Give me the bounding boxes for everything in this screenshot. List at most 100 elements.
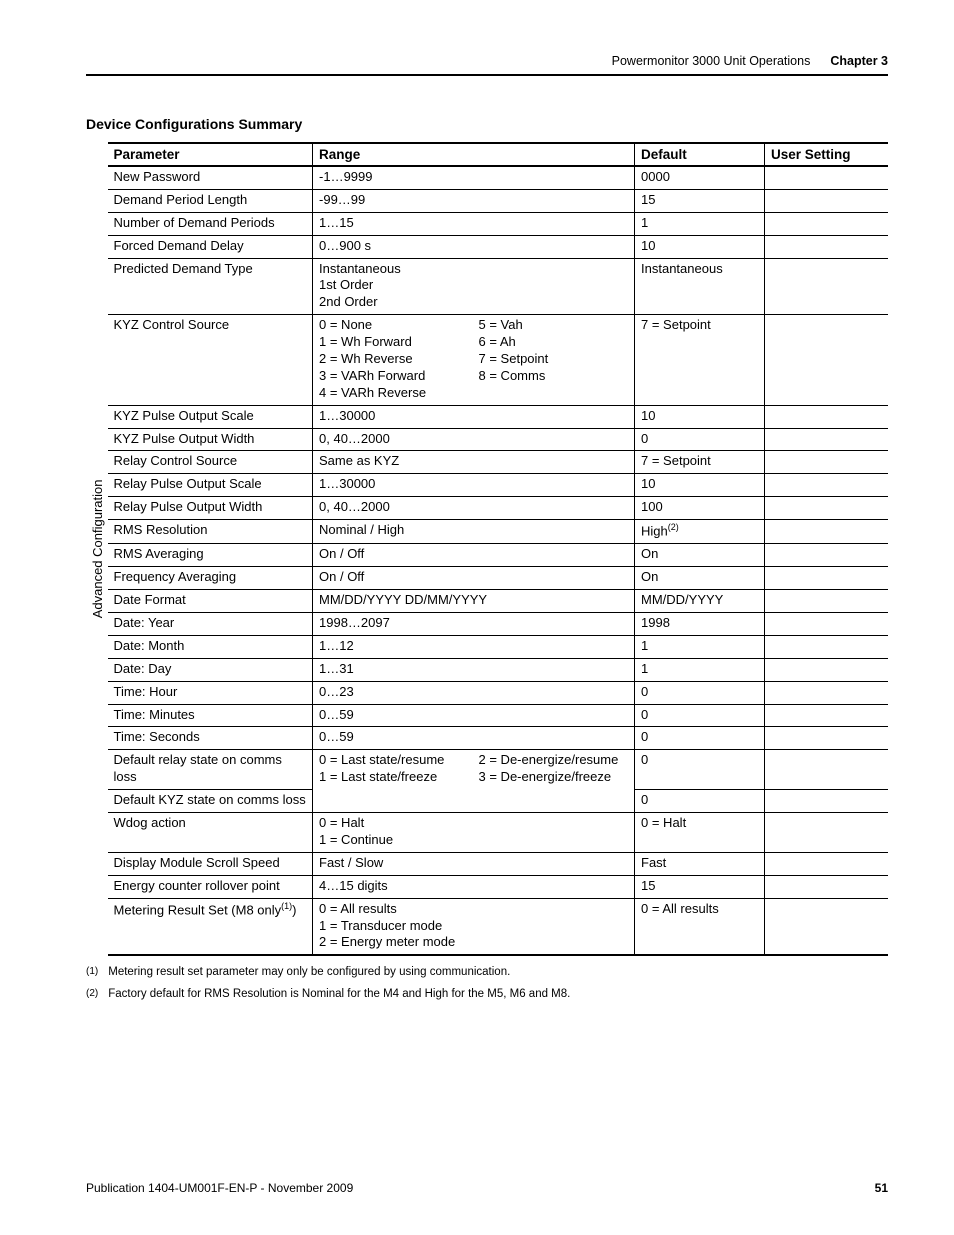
cell-range: On / Off	[313, 544, 635, 567]
cell-user-setting	[765, 567, 888, 590]
cell-default: 1	[635, 635, 765, 658]
cell-parameter: Default relay state on comms loss	[108, 750, 313, 790]
cell-range: 1998…2097	[313, 613, 635, 636]
header-rule	[86, 74, 888, 76]
cell-parameter: Demand Period Length	[108, 189, 313, 212]
cell-parameter: Forced Demand Delay	[108, 235, 313, 258]
cell-user-setting	[765, 166, 888, 189]
cell-default: 0	[635, 428, 765, 451]
cell-parameter: Metering Result Set (M8 only(1))	[108, 898, 313, 955]
cell-range: 0 = Halt1 = Continue	[313, 813, 635, 853]
cell-user-setting	[765, 451, 888, 474]
cell-range: 1…30000	[313, 405, 635, 428]
cell-parameter: RMS Resolution	[108, 520, 313, 544]
cell-user-setting	[765, 790, 888, 813]
table-row: Relay Pulse Output Scale1…3000010	[108, 474, 888, 497]
cell-default: 10	[635, 235, 765, 258]
cell-range: 0…900 s	[313, 235, 635, 258]
cell-range: -1…9999	[313, 166, 635, 189]
table-row: Date: Day1…311	[108, 658, 888, 681]
cell-user-setting	[765, 704, 888, 727]
cell-range: 0…59	[313, 727, 635, 750]
cell-range: -99…99	[313, 189, 635, 212]
cell-default: Instantaneous	[635, 258, 765, 315]
cell-user-setting	[765, 497, 888, 520]
cell-range: 1…12	[313, 635, 635, 658]
cell-user-setting	[765, 405, 888, 428]
cell-default: 0	[635, 750, 765, 790]
col-parameter: Parameter	[108, 143, 313, 166]
cell-parameter: KYZ Pulse Output Width	[108, 428, 313, 451]
cell-default: 10	[635, 405, 765, 428]
cell-parameter: Date: Year	[108, 613, 313, 636]
cell-user-setting	[765, 520, 888, 544]
doc-title: Powermonitor 3000 Unit Operations	[612, 54, 811, 68]
cell-parameter: Number of Demand Periods	[108, 212, 313, 235]
col-user-setting: User Setting	[765, 143, 888, 166]
table-row: Number of Demand Periods1…151	[108, 212, 888, 235]
cell-user-setting	[765, 727, 888, 750]
cell-default: 7 = Setpoint	[635, 315, 765, 405]
footnote-text: Factory default for RMS Resolution is No…	[108, 988, 570, 1000]
cell-user-setting	[765, 750, 888, 790]
table-row: RMS AveragingOn / OffOn	[108, 544, 888, 567]
footnote: (2) Factory default for RMS Resolution i…	[86, 988, 888, 1000]
cell-parameter: Time: Seconds	[108, 727, 313, 750]
cell-parameter: KYZ Pulse Output Scale	[108, 405, 313, 428]
cell-default: 0000	[635, 166, 765, 189]
table-row: Date: Month1…121	[108, 635, 888, 658]
table-row: Energy counter rollover point4…15 digits…	[108, 875, 888, 898]
table-row: KYZ Pulse Output Width0, 40…20000	[108, 428, 888, 451]
cell-user-setting	[765, 212, 888, 235]
footnotes: (1) Metering result set parameter may on…	[86, 966, 888, 1000]
table-row: Date FormatMM/DD/YYYY DD/MM/YYYYMM/DD/YY…	[108, 590, 888, 613]
col-range: Range	[313, 143, 635, 166]
cell-range: 1…30000	[313, 474, 635, 497]
section-title: Device Configurations Summary	[86, 116, 888, 132]
cell-parameter: Frequency Averaging	[108, 567, 313, 590]
cell-range: Nominal / High	[313, 520, 635, 544]
cell-user-setting	[765, 613, 888, 636]
cell-range: 0…23	[313, 681, 635, 704]
cell-user-setting	[765, 474, 888, 497]
table-row: KYZ Pulse Output Scale1…3000010	[108, 405, 888, 428]
config-table: Parameter Range Default User Setting New…	[108, 142, 888, 956]
cell-parameter: Display Module Scroll Speed	[108, 852, 313, 875]
cell-parameter: Relay Pulse Output Width	[108, 497, 313, 520]
cell-user-setting	[765, 590, 888, 613]
cell-user-setting	[765, 235, 888, 258]
table-row: Time: Minutes0…590	[108, 704, 888, 727]
cell-parameter: Predicted Demand Type	[108, 258, 313, 315]
cell-range: 0, 40…2000	[313, 428, 635, 451]
cell-default: 1998	[635, 613, 765, 636]
cell-parameter: KYZ Control Source	[108, 315, 313, 405]
cell-default: 7 = Setpoint	[635, 451, 765, 474]
cell-user-setting	[765, 635, 888, 658]
cell-range: On / Off	[313, 567, 635, 590]
table-row: Forced Demand Delay0…900 s10	[108, 235, 888, 258]
cell-default: 0	[635, 790, 765, 813]
table-row: Display Module Scroll SpeedFast / SlowFa…	[108, 852, 888, 875]
cell-parameter: RMS Averaging	[108, 544, 313, 567]
cell-parameter: Energy counter rollover point	[108, 875, 313, 898]
cell-default: 15	[635, 875, 765, 898]
cell-parameter: Date: Month	[108, 635, 313, 658]
cell-user-setting	[765, 315, 888, 405]
cell-parameter: New Password	[108, 166, 313, 189]
cell-default: On	[635, 567, 765, 590]
table-row: Time: Hour0…230	[108, 681, 888, 704]
cell-parameter: Relay Control Source	[108, 451, 313, 474]
cell-range: 0 = None1 = Wh Forward2 = Wh Reverse3 = …	[313, 315, 635, 405]
cell-range: 1…15	[313, 212, 635, 235]
table-row: Time: Seconds0…590	[108, 727, 888, 750]
cell-range: 0, 40…2000	[313, 497, 635, 520]
cell-range: MM/DD/YYYY DD/MM/YYYY	[313, 590, 635, 613]
cell-parameter: Time: Hour	[108, 681, 313, 704]
cell-user-setting	[765, 428, 888, 451]
cell-range: Same as KYZ	[313, 451, 635, 474]
cell-default: Fast	[635, 852, 765, 875]
page-header: Powermonitor 3000 Unit Operations Chapte…	[86, 54, 888, 68]
cell-default: 0 = Halt	[635, 813, 765, 853]
cell-user-setting	[765, 898, 888, 955]
cell-parameter: Relay Pulse Output Scale	[108, 474, 313, 497]
